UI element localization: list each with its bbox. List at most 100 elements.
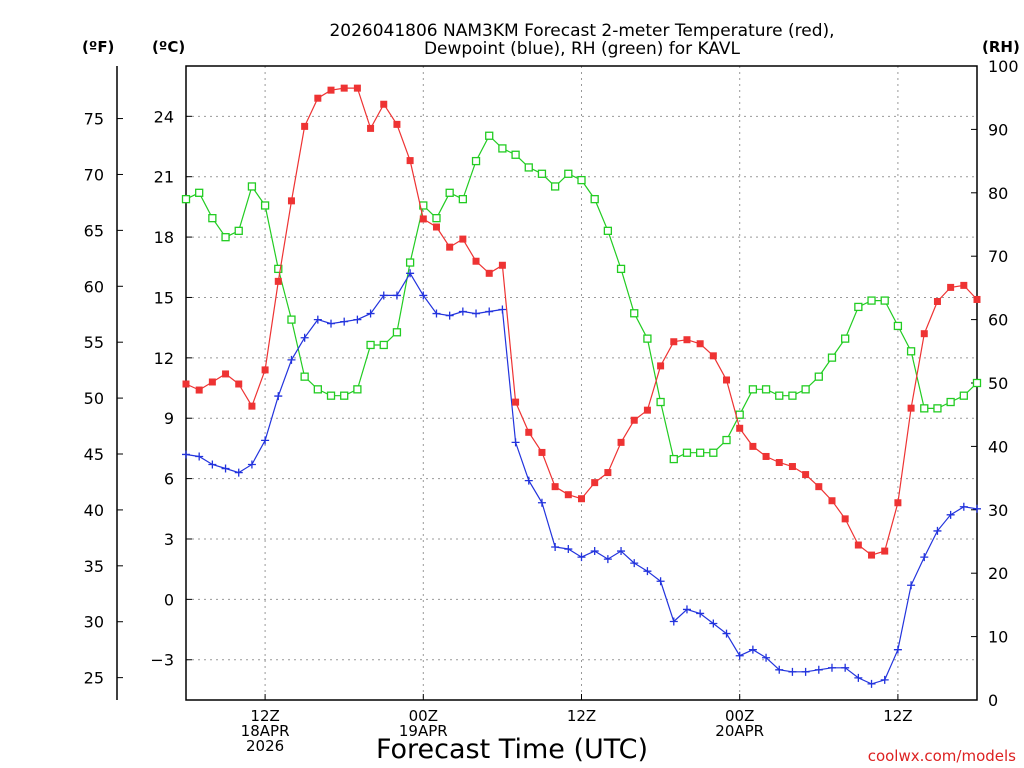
rh-point bbox=[972, 378, 982, 388]
dewpoint-point bbox=[353, 315, 362, 324]
temperature-point bbox=[446, 243, 454, 251]
rh-point bbox=[313, 385, 322, 394]
temperature-point bbox=[261, 366, 269, 374]
rh-point bbox=[221, 233, 230, 242]
temperature-point bbox=[604, 469, 612, 477]
rh-point bbox=[880, 296, 889, 305]
temperature-point bbox=[828, 497, 836, 505]
rh-point bbox=[274, 264, 283, 274]
temperature-point bbox=[340, 84, 348, 92]
celsius-tick-label: 3 bbox=[164, 530, 174, 549]
rh-point bbox=[827, 353, 837, 362]
temperature-point bbox=[472, 257, 480, 265]
temperature-point bbox=[367, 124, 375, 132]
dewpoint-point bbox=[959, 502, 968, 511]
rh-point bbox=[405, 258, 415, 267]
rh-point bbox=[630, 309, 639, 318]
temperature-point bbox=[657, 362, 665, 370]
dewpoint-point bbox=[432, 309, 441, 318]
temperature-point bbox=[459, 235, 467, 243]
temperature-point bbox=[248, 402, 256, 410]
dewpoint-point bbox=[234, 468, 243, 477]
rh-point bbox=[814, 372, 823, 381]
rh-tick-label: 50 bbox=[988, 374, 1008, 393]
dewpoint-point bbox=[445, 311, 454, 320]
dewpoint-point bbox=[379, 291, 388, 300]
dewpoint-point bbox=[313, 315, 322, 324]
temperature-point bbox=[274, 277, 282, 285]
chart-title-line-2: Dewpoint (blue), RH (green) for KAVL bbox=[424, 39, 741, 59]
temperature-point bbox=[432, 223, 440, 231]
dewpoint-point bbox=[893, 645, 902, 654]
fahrenheit-tick-label: 75 bbox=[84, 110, 104, 129]
celsius-axis: −3 0 3 6 9 12 15 18 21 24 bbox=[150, 107, 192, 670]
temperature-point bbox=[591, 479, 599, 487]
dewpoint-point bbox=[537, 498, 546, 507]
dewpoint-point bbox=[551, 543, 560, 552]
temperature-point bbox=[498, 261, 506, 269]
dewpoint-point bbox=[498, 305, 507, 314]
dewpoint-point bbox=[682, 605, 691, 614]
dewpoint-point bbox=[841, 663, 850, 672]
rh-point bbox=[537, 169, 547, 178]
fahrenheit-axis: 25 30 35 40 45 50 55 60 65 70 75 bbox=[84, 110, 123, 688]
rh-axis: 0 10 20 30 40 50 60 70 80 90 100 bbox=[971, 57, 1019, 710]
temperature-point bbox=[287, 197, 295, 205]
temperature-point bbox=[894, 499, 902, 507]
temperature-point bbox=[749, 442, 757, 450]
temperature-point bbox=[419, 215, 427, 223]
fahrenheit-tick-label: 25 bbox=[84, 669, 104, 688]
fahrenheit-tick-label: 40 bbox=[84, 501, 104, 520]
rh-point bbox=[867, 296, 876, 305]
dewpoint-series bbox=[182, 269, 981, 688]
rh-point bbox=[247, 182, 257, 191]
temperature-point bbox=[670, 338, 678, 346]
temperature-point bbox=[327, 86, 335, 94]
dewpoint-point bbox=[748, 645, 757, 654]
dewpoint-point bbox=[603, 555, 612, 564]
rh-point bbox=[906, 347, 916, 356]
temperature-point bbox=[512, 398, 520, 406]
rh-point bbox=[920, 404, 929, 413]
rh-point bbox=[366, 340, 375, 350]
temperature-point bbox=[222, 370, 230, 378]
dewpoint-point bbox=[472, 309, 481, 318]
rh-series bbox=[181, 131, 982, 464]
rh-tick-label: 20 bbox=[988, 564, 1008, 583]
temperature-point bbox=[683, 336, 691, 344]
rh-point bbox=[195, 188, 204, 197]
rh-point bbox=[788, 391, 797, 400]
dewpoint-point bbox=[564, 545, 573, 554]
dewpoint-point bbox=[814, 665, 823, 674]
fahrenheit-tick-label: 65 bbox=[84, 221, 104, 240]
fahrenheit-tick-label: 55 bbox=[84, 333, 104, 352]
dewpoint-point bbox=[709, 619, 718, 628]
temperature-point bbox=[551, 483, 559, 491]
time-tick-label: 18APR bbox=[241, 722, 290, 740]
temperature-point bbox=[525, 428, 533, 436]
rh-point bbox=[603, 226, 613, 235]
dewpoint-point bbox=[274, 392, 283, 401]
rh-tick-label: 0 bbox=[988, 691, 998, 710]
grid-lines bbox=[186, 66, 977, 700]
rh-point bbox=[801, 385, 810, 394]
temperature-point bbox=[868, 551, 876, 559]
dewpoint-point bbox=[300, 333, 309, 342]
rh-point bbox=[761, 385, 771, 394]
time-tick-label: 00Z bbox=[725, 707, 754, 725]
temperature-point bbox=[788, 463, 796, 471]
rh-tick-label: 80 bbox=[988, 184, 1008, 203]
temperature-point bbox=[208, 378, 216, 386]
dewpoint-point bbox=[195, 452, 204, 461]
celsius-unit-label: (ºC) bbox=[152, 38, 185, 56]
rh-point bbox=[524, 163, 533, 172]
dewpoint-point bbox=[630, 559, 639, 568]
dewpoint-point bbox=[827, 663, 836, 672]
celsius-tick-label: 21 bbox=[154, 168, 174, 187]
dewpoint-point bbox=[366, 309, 375, 318]
rh-point bbox=[432, 214, 441, 223]
dewpoint-point bbox=[946, 510, 955, 519]
fahrenheit-tick-label: 35 bbox=[84, 557, 104, 576]
dewpoint-point bbox=[617, 547, 626, 556]
rh-point bbox=[340, 391, 349, 400]
